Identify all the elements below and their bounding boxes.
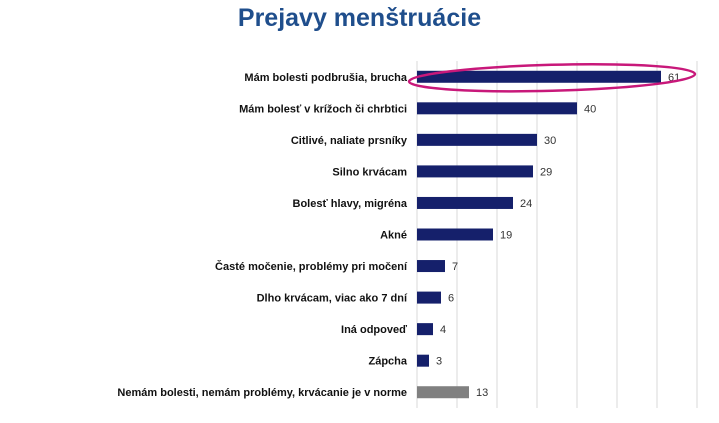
value-label: 4 [440, 324, 446, 336]
category-label: Iná odpoveď [341, 324, 407, 336]
bar [417, 165, 533, 178]
chart-title: Prejavy menštruácie [237, 4, 482, 32]
category-labels: Mám bolesti podbrušia, brucha Mám bolesť … [117, 72, 408, 399]
category-label: Silno krvácam [332, 166, 407, 178]
bars [417, 70, 661, 399]
category-label: Mám bolesť v krížoch či chrbtici [239, 103, 407, 115]
value-label: 24 [520, 198, 532, 210]
bar [417, 260, 445, 273]
category-label: Zápcha [368, 356, 407, 368]
category-label: Mám bolesti podbrušia, brucha [244, 72, 407, 84]
category-label: Dlho krvácam, viac ako 7 dní [257, 293, 408, 305]
bar [417, 196, 513, 209]
value-label: 3 [436, 356, 442, 368]
value-label: 29 [540, 166, 552, 178]
value-label: 19 [500, 230, 512, 242]
bar [417, 291, 441, 304]
bar [417, 354, 429, 367]
bar [417, 228, 493, 241]
category-label: Bolesť hlavy, migréna [293, 198, 408, 210]
highlight-ellipse [407, 62, 697, 93]
value-label: 7 [452, 261, 458, 273]
bar [417, 102, 577, 115]
bar [417, 386, 469, 399]
value-label: 40 [584, 103, 596, 115]
bar [417, 133, 537, 146]
bar [417, 323, 433, 336]
category-label: Citlivé, naliate prsníky [291, 135, 408, 147]
value-label: 13 [476, 387, 488, 399]
value-label: 30 [544, 135, 556, 147]
category-label: Akné [380, 230, 407, 242]
value-label: 6 [448, 293, 454, 305]
highlight-annotation [407, 62, 697, 93]
bar [417, 70, 661, 83]
category-label: Nemám bolesti, nemám problémy, krvácanie… [117, 387, 407, 399]
category-label: Časté močenie, problémy pri močení [215, 260, 408, 273]
